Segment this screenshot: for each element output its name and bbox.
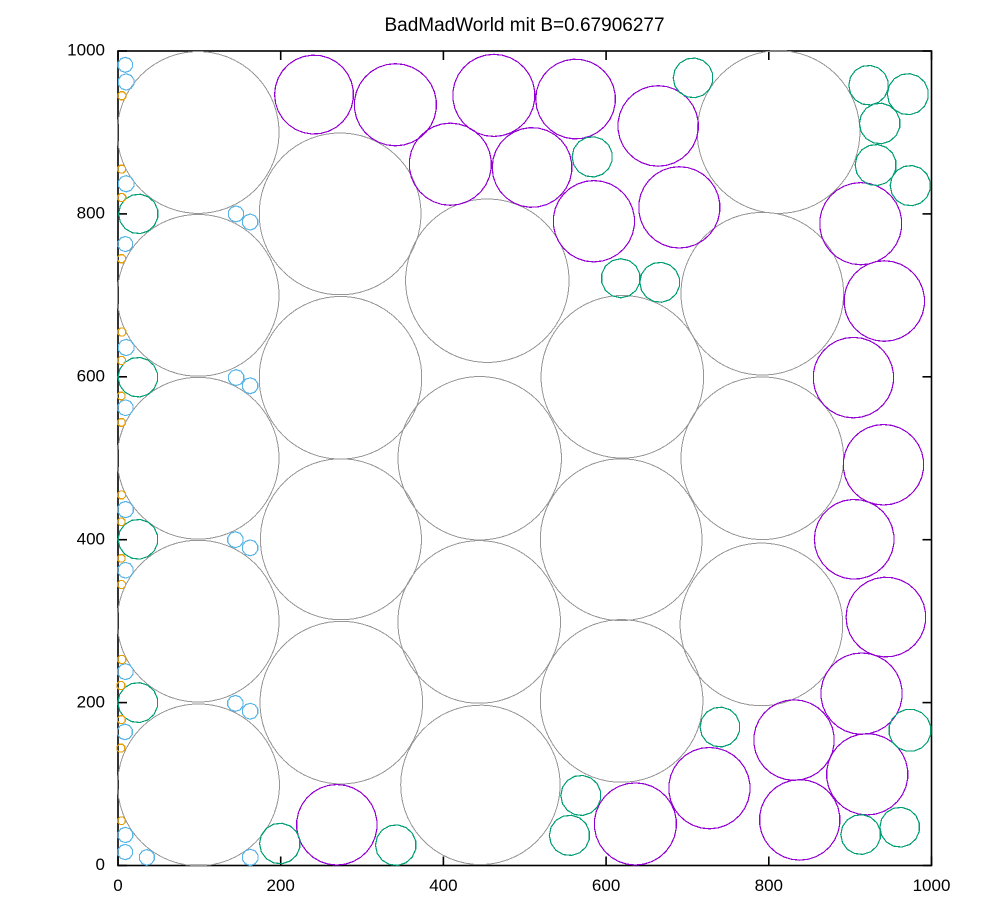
svg-text:200: 200 [77, 692, 105, 711]
svg-text:400: 400 [77, 529, 105, 548]
svg-text:800: 800 [755, 876, 783, 895]
svg-text:0: 0 [96, 855, 105, 874]
svg-text:800: 800 [77, 204, 105, 223]
svg-text:0: 0 [113, 876, 122, 895]
svg-text:600: 600 [592, 876, 620, 895]
svg-text:200: 200 [267, 876, 295, 895]
svg-text:400: 400 [429, 876, 457, 895]
svg-text:600: 600 [77, 367, 105, 386]
svg-text:BadMadWorld mit B=0.67906277: BadMadWorld mit B=0.67906277 [384, 15, 664, 36]
svg-text:1000: 1000 [913, 876, 951, 895]
svg-text:1000: 1000 [67, 41, 105, 60]
